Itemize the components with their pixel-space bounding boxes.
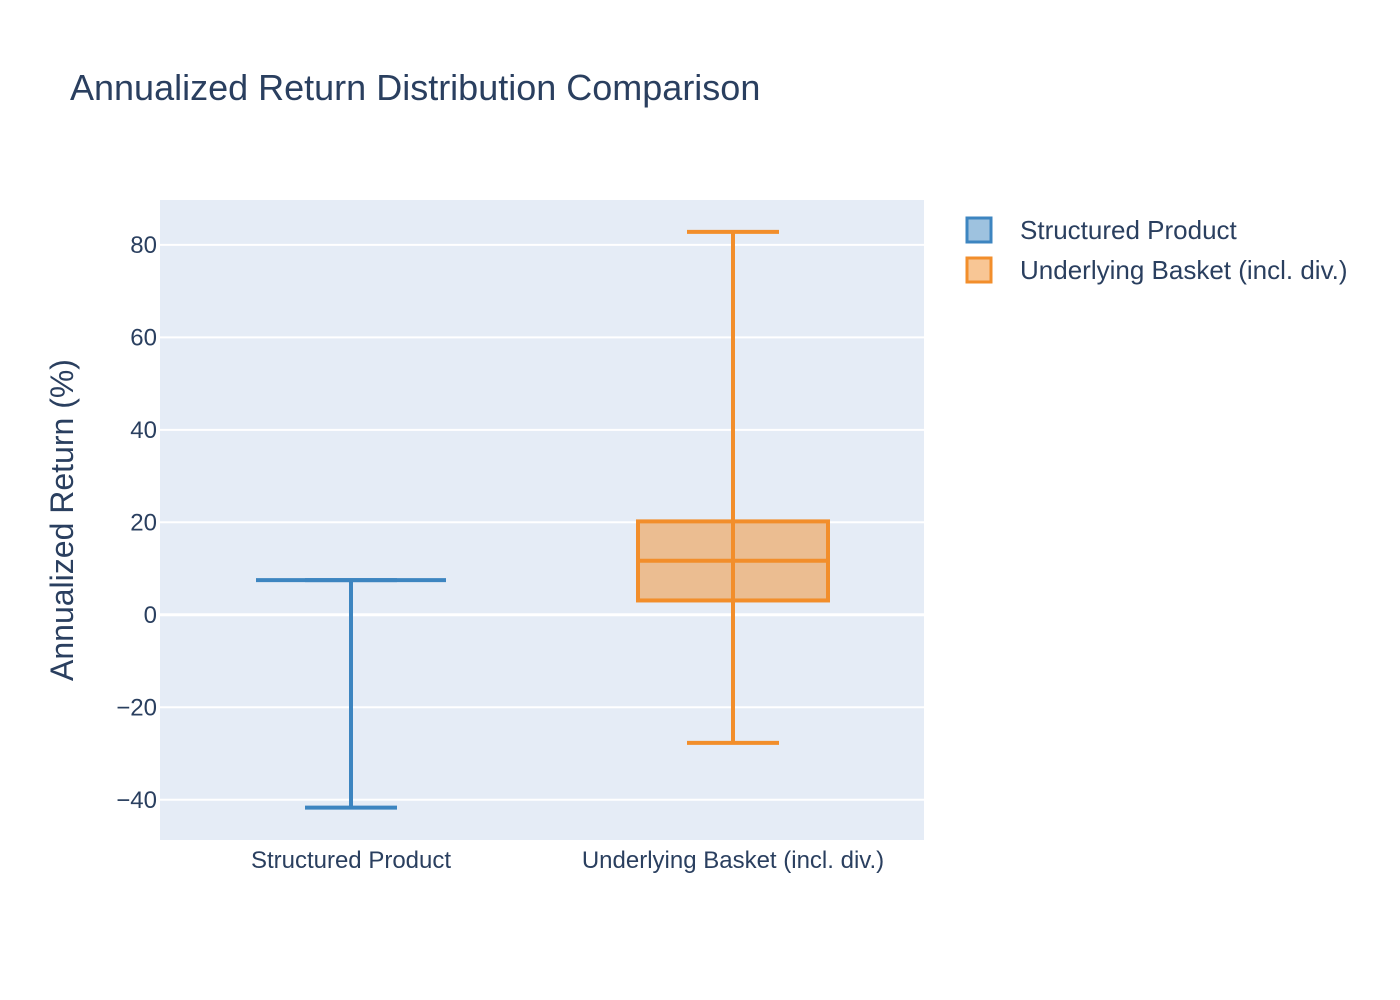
x-tick-label: Underlying Basket (incl. div.) [582,847,884,874]
y-tick-label: 0 [144,602,157,629]
chart-title: Annualized Return Distribution Compariso… [70,67,760,108]
y-tick-label: 60 [130,324,157,351]
legend[interactable]: Structured Product Underlying Basket (inc… [965,215,1348,285]
legend-item[interactable]: Structured Product [965,215,1238,245]
legend-swatch [965,216,993,244]
box-trace [256,578,446,810]
y-tick-label: −40 [116,787,157,814]
y-axis-title: Annualized Return (%) [44,359,80,681]
legend-swatch [965,256,993,284]
y-tick-label: 80 [130,232,157,259]
x-tick-label: Structured Product [251,847,451,874]
x-axis-ticks: Structured Product Underlying Basket (inc… [251,847,884,874]
box-trace [636,229,830,745]
y-axis-ticks: −40 −20 0 20 40 60 80 [116,232,157,814]
legend-item[interactable]: Underlying Basket (incl. div.) [965,255,1348,285]
y-tick-label: −20 [116,694,157,721]
y-tick-label: 20 [130,509,157,536]
y-tick-label: 40 [130,417,157,444]
legend-label: Structured Product [1020,215,1238,245]
legend-label: Underlying Basket (incl. div.) [1020,255,1348,285]
box-traces [256,229,830,810]
grid-lines [160,243,924,801]
